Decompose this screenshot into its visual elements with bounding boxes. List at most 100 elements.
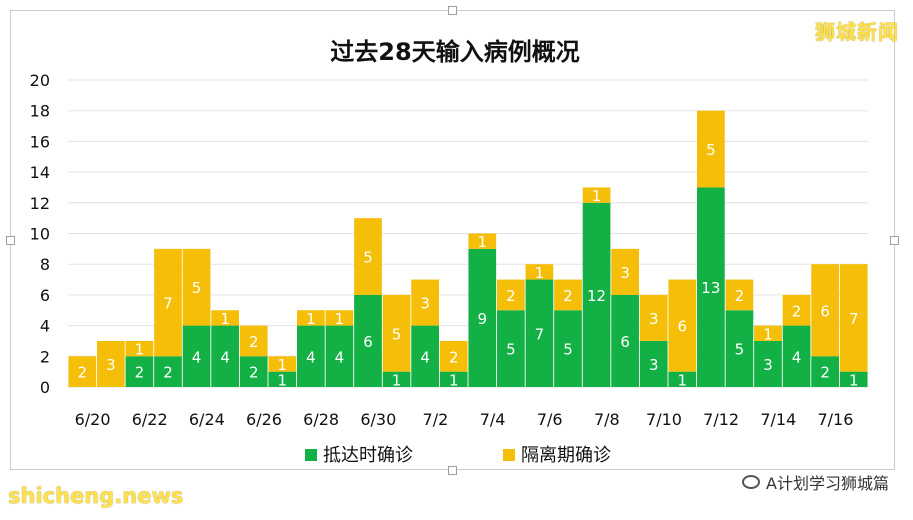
x-tick-label: 7/12 bbox=[703, 410, 739, 429]
legend-swatch bbox=[503, 449, 515, 461]
data-label-quarantine: 1 bbox=[335, 310, 345, 328]
data-label-arrival: 1 bbox=[849, 371, 859, 389]
data-label-arrival: 4 bbox=[792, 348, 802, 366]
data-label-arrival: 2 bbox=[820, 364, 830, 382]
x-tick-label: 7/6 bbox=[537, 410, 563, 429]
resize-handle-right[interactable] bbox=[890, 236, 899, 245]
bar-quarantine bbox=[468, 233, 497, 249]
data-label-arrival: 1 bbox=[392, 371, 402, 389]
bar-arrival bbox=[554, 310, 582, 387]
x-tick-label: 7/10 bbox=[646, 410, 682, 429]
bar-arrival bbox=[668, 371, 697, 387]
resize-handle-top[interactable] bbox=[448, 6, 457, 15]
data-label-quarantine: 1 bbox=[592, 187, 602, 205]
social-caption: A计划学习狮城篇 bbox=[742, 470, 889, 494]
data-label-arrival: 1 bbox=[449, 371, 459, 389]
x-tick-label: 6/30 bbox=[360, 410, 396, 429]
data-label-arrival: 1 bbox=[678, 371, 688, 389]
data-label-arrival: 4 bbox=[192, 348, 202, 366]
resize-handle-bottom[interactable] bbox=[448, 466, 457, 475]
bar-quarantine bbox=[811, 264, 839, 357]
data-label-quarantine: 5 bbox=[192, 279, 202, 297]
data-label-quarantine: 3 bbox=[420, 295, 430, 313]
data-label-quarantine: 1 bbox=[763, 325, 773, 343]
bar-quarantine bbox=[725, 279, 754, 311]
resize-handle-left[interactable] bbox=[6, 236, 15, 245]
y-tick-label: 2 bbox=[40, 347, 50, 366]
x-tick-label: 6/20 bbox=[75, 410, 111, 429]
wechat-icon bbox=[742, 475, 761, 489]
y-tick-label: 10 bbox=[30, 225, 50, 244]
bar-arrival bbox=[354, 294, 382, 387]
bar-quarantine bbox=[268, 356, 297, 372]
data-label-quarantine: 2 bbox=[792, 302, 802, 320]
bar-quarantine bbox=[354, 218, 382, 295]
bar-arrival bbox=[782, 325, 811, 387]
data-label-quarantine: 3 bbox=[649, 310, 659, 328]
data-label-arrival: 1 bbox=[278, 371, 288, 389]
x-tick-label: 6/28 bbox=[303, 410, 339, 429]
bar-quarantine bbox=[639, 294, 668, 341]
bar-quarantine bbox=[411, 279, 439, 326]
y-tick-label: 12 bbox=[30, 194, 50, 213]
data-label-arrival: 3 bbox=[763, 356, 773, 374]
bar-quarantine bbox=[439, 340, 468, 372]
x-tick-label: 6/24 bbox=[189, 410, 225, 429]
data-label-arrival: 2 bbox=[163, 364, 173, 382]
bar-arrival bbox=[639, 340, 668, 387]
data-label-quarantine: 1 bbox=[220, 310, 230, 328]
bar-arrival bbox=[811, 356, 839, 387]
y-tick-label: 20 bbox=[30, 71, 50, 90]
bar-quarantine bbox=[68, 356, 97, 387]
data-label-arrival: 6 bbox=[620, 333, 630, 351]
x-tick-label: 6/26 bbox=[246, 410, 282, 429]
data-label-arrival: 6 bbox=[363, 333, 373, 351]
data-label-arrival: 12 bbox=[587, 287, 606, 305]
data-label-quarantine: 6 bbox=[678, 318, 688, 336]
chart-frame bbox=[10, 10, 895, 470]
legend-swatch bbox=[305, 449, 317, 461]
y-tick-label: 4 bbox=[40, 317, 50, 336]
bar-quarantine bbox=[525, 264, 554, 280]
data-label-arrival: 7 bbox=[535, 325, 545, 343]
data-label-quarantine: 6 bbox=[820, 302, 830, 320]
bar-arrival bbox=[582, 202, 611, 387]
data-label-arrival: 4 bbox=[306, 348, 316, 366]
bar-quarantine bbox=[782, 294, 811, 326]
data-label-arrival: 4 bbox=[420, 348, 430, 366]
data-label-quarantine: 3 bbox=[620, 264, 630, 282]
legend-label: 隔离期确诊 bbox=[521, 445, 611, 466]
data-label-arrival: 5 bbox=[735, 341, 745, 359]
data-label-quarantine: 5 bbox=[706, 141, 716, 159]
bar-arrival bbox=[239, 356, 268, 387]
bar-arrival bbox=[611, 294, 639, 387]
social-caption-text: A计划学习狮城篇 bbox=[766, 474, 889, 493]
bar-quarantine bbox=[325, 310, 354, 326]
y-tick-label: 6 bbox=[40, 286, 50, 305]
y-tick-label: 14 bbox=[30, 163, 50, 182]
bar-quarantine bbox=[154, 248, 182, 357]
bar-arrival bbox=[497, 310, 525, 387]
data-label-arrival: 5 bbox=[563, 341, 573, 359]
data-label-quarantine: 7 bbox=[849, 310, 859, 328]
data-label-quarantine: 1 bbox=[306, 310, 316, 328]
bar-quarantine bbox=[668, 279, 697, 372]
bar-arrival bbox=[725, 310, 754, 387]
data-label-arrival: 2 bbox=[135, 364, 145, 382]
bar-quarantine bbox=[554, 279, 582, 311]
bar-arrival bbox=[211, 325, 239, 387]
y-tick-label: 8 bbox=[40, 255, 50, 274]
data-label-quarantine: 2 bbox=[249, 333, 259, 351]
data-label-arrival: 13 bbox=[701, 279, 720, 297]
data-label-arrival: 9 bbox=[478, 310, 488, 328]
bar-quarantine bbox=[97, 340, 125, 387]
y-tick-label: 16 bbox=[30, 132, 50, 151]
data-label-quarantine: 2 bbox=[506, 287, 516, 305]
bar-quarantine bbox=[239, 325, 268, 357]
data-label-quarantine: 2 bbox=[735, 287, 745, 305]
x-tick-label: 7/8 bbox=[594, 410, 620, 429]
chart-title: 过去28天输入病例概况 bbox=[330, 38, 579, 66]
bar-arrival bbox=[268, 371, 297, 387]
bar-arrival bbox=[411, 325, 439, 387]
watermark-top: 狮城新闻 bbox=[815, 20, 899, 44]
